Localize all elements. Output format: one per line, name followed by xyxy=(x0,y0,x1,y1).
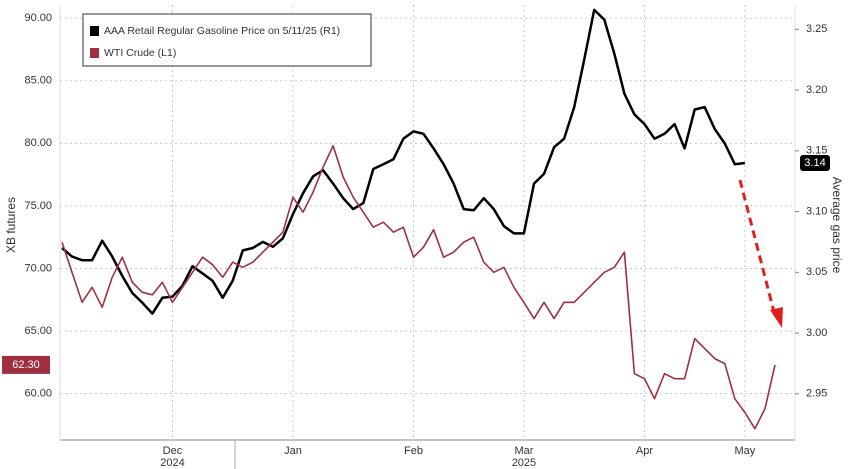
y-axis-title: XB futures xyxy=(4,197,18,253)
annotation-arrow xyxy=(738,179,776,313)
y2-tick-label: 3.25 xyxy=(806,23,827,35)
x-tick-label: Mar xyxy=(514,445,533,457)
y-tick-label: 70.00 xyxy=(24,262,52,274)
last-value-label: 3.14 xyxy=(804,157,825,169)
legend-label: WTI Crude (L1) xyxy=(104,47,176,59)
plot xyxy=(60,5,795,440)
y-tick-label: 60.00 xyxy=(24,388,52,400)
series-line xyxy=(61,8,746,315)
y-tick-label: 80.00 xyxy=(24,137,52,149)
y2-tick-label: 3.10 xyxy=(806,205,827,217)
x-tick-label: Jan xyxy=(284,445,302,457)
last-value-badge xyxy=(800,154,830,171)
legend-label: AAA Retail Regular Gasoline Price on 5/1… xyxy=(104,25,340,37)
series-line xyxy=(61,145,776,430)
x-tick-label: Apr xyxy=(636,445,653,457)
legend xyxy=(82,13,372,67)
y2-tick-label: 3.15 xyxy=(806,145,827,157)
y2-tick-label: 2.95 xyxy=(806,388,827,400)
legend-swatch xyxy=(90,26,99,36)
x-tick-label: May xyxy=(734,445,755,457)
x-tick-label: Feb xyxy=(404,445,423,457)
last-value-label: 62.30 xyxy=(12,359,40,371)
x-tick-label: Dec xyxy=(163,445,183,457)
annotation-arrowhead xyxy=(770,307,783,328)
y2-tick-label: 3.20 xyxy=(806,84,827,96)
y-tick-label: 65.00 xyxy=(24,325,52,337)
y2-axis-title: Average gas price xyxy=(830,177,844,274)
y-tick-label: 90.00 xyxy=(24,12,52,24)
last-value-badge xyxy=(2,355,50,374)
year-label: 2025 xyxy=(512,457,536,469)
legend-swatch xyxy=(90,48,99,58)
year-label: 2024 xyxy=(160,457,184,469)
y-tick-label: 75.00 xyxy=(24,200,52,212)
y2-tick-label: 3.00 xyxy=(806,327,827,339)
y-tick-label: 85.00 xyxy=(24,75,52,87)
y2-tick-label: 3.05 xyxy=(806,266,827,278)
